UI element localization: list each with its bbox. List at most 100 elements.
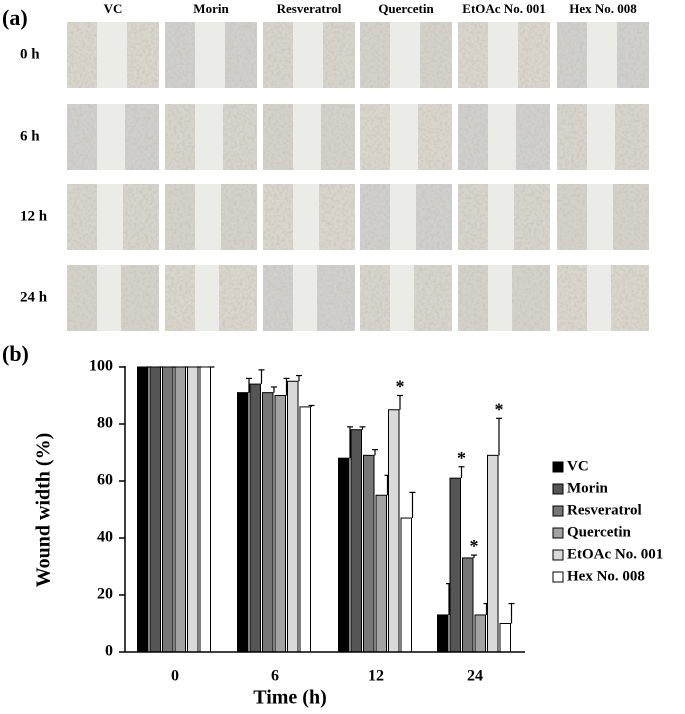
wound-gap [97, 184, 123, 250]
cell-texture [67, 22, 97, 88]
wound-gap [195, 22, 225, 88]
cell-texture [611, 265, 649, 331]
cell-texture [613, 184, 649, 250]
cell-texture [165, 104, 195, 170]
cell-texture [360, 104, 390, 170]
cell-texture [360, 184, 390, 250]
cell-texture [221, 184, 257, 250]
bar [474, 614, 486, 653]
legend-label: Quercetin [567, 524, 632, 540]
bar [262, 392, 274, 653]
cell-texture [225, 22, 257, 88]
cell-texture [127, 22, 159, 88]
legend-swatch [552, 527, 564, 539]
column-label: Morin [193, 1, 229, 16]
bar [299, 406, 311, 653]
wound-gap [488, 22, 518, 88]
cell-texture [263, 22, 293, 88]
x-tick-label: 24 [467, 668, 483, 685]
cell-texture [512, 265, 550, 331]
bar [162, 366, 174, 653]
y-tick-label: 0 [105, 643, 113, 660]
cell-texture [518, 22, 550, 88]
cell-texture [617, 22, 649, 88]
bar [174, 366, 186, 653]
bar [388, 409, 400, 653]
cell-texture [414, 265, 452, 331]
cell-texture [223, 104, 257, 170]
legend-swatch [552, 505, 564, 517]
wound-gap [195, 265, 219, 331]
cell-texture [165, 265, 195, 331]
bar [199, 366, 211, 653]
row-label: 12 h [20, 208, 48, 224]
cell-texture [418, 104, 452, 170]
cell-texture [67, 265, 97, 331]
legend-label: VC [567, 458, 589, 474]
cell-texture [557, 22, 587, 88]
column-label: Hex No. 008 [569, 1, 637, 16]
cell-texture [317, 265, 355, 331]
wound-gap [97, 22, 127, 88]
wound-gap [293, 265, 317, 331]
wound-gap [488, 265, 512, 331]
bar [149, 366, 161, 653]
x-tick-label: 0 [171, 668, 179, 685]
bar [449, 477, 461, 653]
y-tick-label: 60 [97, 472, 113, 489]
wound-gap [587, 265, 611, 331]
cell-texture [420, 22, 452, 88]
cell-texture [557, 184, 587, 250]
wound-gap [488, 104, 516, 170]
legend-label: EtOAc No. 001 [567, 546, 663, 562]
bar [187, 366, 199, 653]
column-label: Resveratrol [277, 1, 342, 16]
bar [274, 395, 286, 653]
cell-texture [219, 265, 257, 331]
wound-gap [390, 265, 414, 331]
cell-texture [67, 104, 97, 170]
cell-texture [458, 265, 488, 331]
column-label: VC [104, 1, 123, 16]
y-tick-label: 20 [97, 586, 113, 603]
legend-label: Hex No. 008 [567, 568, 645, 584]
panel-b-label: (b) [2, 341, 29, 366]
row-label: 24 h [20, 289, 48, 305]
cell-texture [557, 265, 587, 331]
cell-texture [514, 184, 550, 250]
bar [350, 429, 362, 653]
cell-texture [125, 104, 159, 170]
cell-texture [165, 184, 195, 250]
cell-texture [416, 184, 452, 250]
row-label: 6 h [20, 128, 40, 144]
wound-gap [390, 184, 416, 250]
y-tick-label: 40 [97, 529, 113, 546]
legend-label: Morin [567, 480, 608, 496]
row-label: 0 h [20, 46, 40, 62]
cell-texture [323, 22, 355, 88]
wound-gap [195, 184, 221, 250]
legend-label: Resveratrol [567, 502, 642, 518]
y-axis-label: Wound width (%) [33, 433, 55, 588]
bar [437, 614, 449, 653]
wound-gap [390, 22, 420, 88]
wound-gap [97, 104, 125, 170]
wound-gap [293, 22, 323, 88]
wound-gap [97, 265, 121, 331]
bar [137, 366, 149, 653]
x-tick-label: 6 [271, 668, 279, 685]
column-label: Quercetin [378, 1, 434, 16]
panel-a-label: (a) [2, 5, 28, 30]
cell-texture [516, 104, 550, 170]
significance-mark: * [495, 399, 504, 419]
wound-gap [293, 184, 319, 250]
legend-swatch [552, 461, 564, 473]
wound-gap [488, 184, 514, 250]
legend-swatch [552, 571, 564, 583]
cell-texture [263, 104, 293, 170]
y-tick-label: 100 [89, 358, 113, 375]
cell-texture [458, 22, 488, 88]
bar [338, 457, 350, 653]
wound-gap [390, 104, 418, 170]
bar [375, 494, 387, 653]
